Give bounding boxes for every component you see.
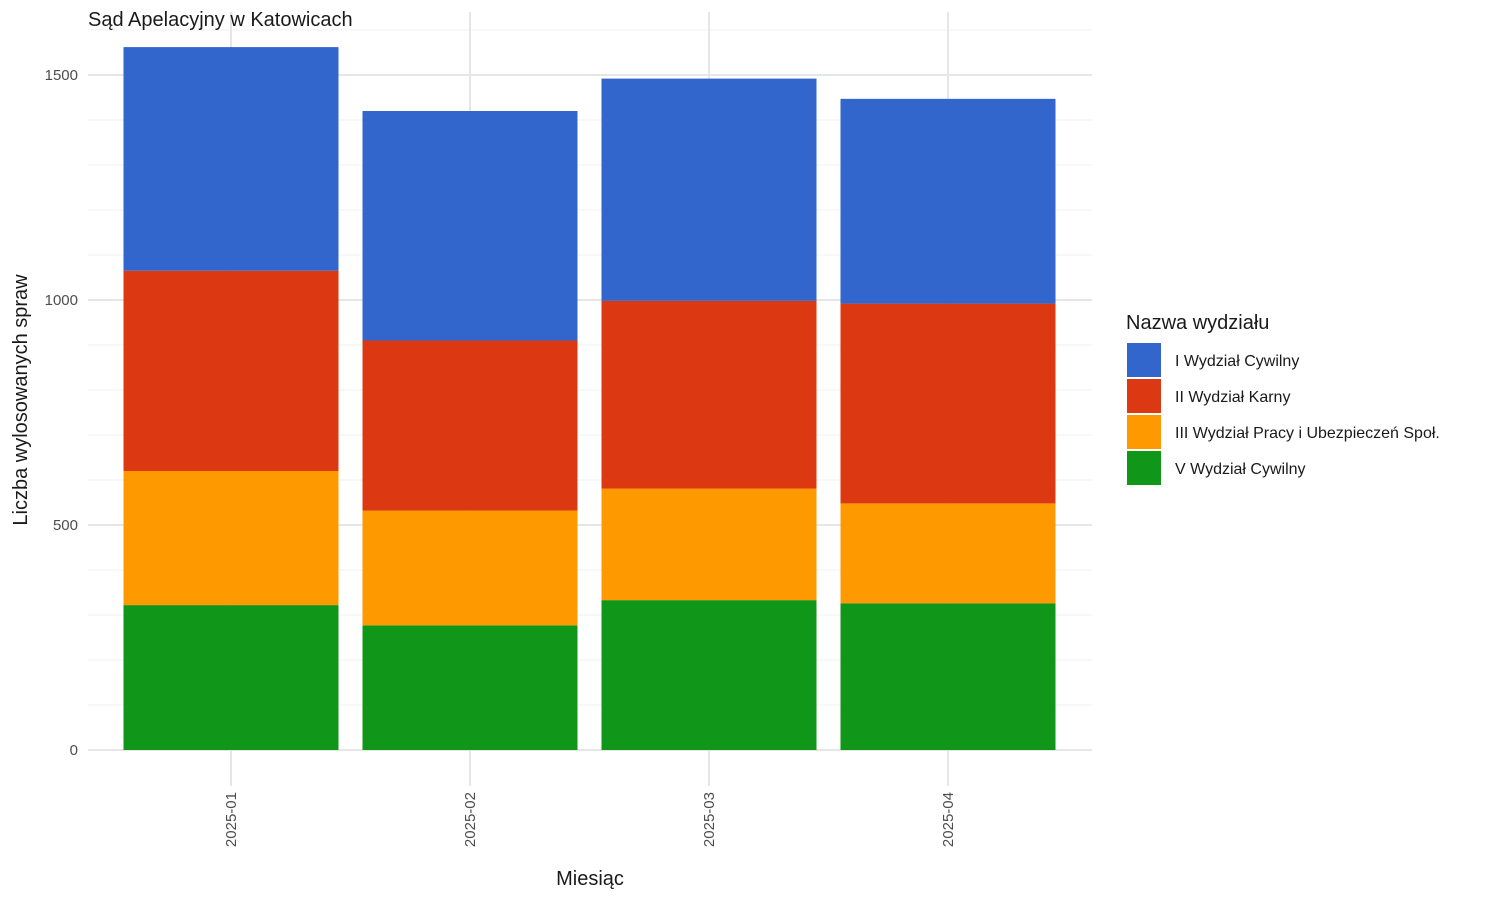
y-axis-title: Liczba wylosowanych spraw (10, 274, 32, 526)
bar-segment (840, 603, 1056, 750)
bar-segment (123, 47, 339, 271)
legend-label: I Wydział Cywilny (1175, 353, 1299, 370)
y-tick-label: 1000 (45, 292, 78, 309)
bar-segment (601, 600, 817, 750)
x-tick-label: 2025-03 (701, 792, 718, 847)
chart-title: Sąd Apelacyjny w Katowicach (88, 9, 353, 31)
legend-label: III Wydział Pracy i Ubezpieczeń Społ. (1175, 425, 1440, 442)
bar-segment (601, 488, 817, 601)
legend-title: Nazwa wydziału (1126, 312, 1269, 334)
y-tick-label: 500 (53, 517, 78, 534)
x-tick-label: 2025-02 (462, 792, 479, 847)
bars (123, 47, 1056, 750)
legend-label: V Wydział Cywilny (1175, 461, 1306, 478)
x-tick-label: 2025-04 (940, 792, 957, 847)
bar-segment (840, 98, 1056, 304)
legend-swatch (1127, 415, 1161, 449)
bar-segment (123, 605, 339, 750)
bar-segment (840, 303, 1056, 504)
bar-segment (123, 471, 339, 606)
bar-segment (362, 340, 578, 511)
x-axis-title: Miesiąc (556, 868, 624, 890)
legend-swatch (1127, 451, 1161, 485)
y-axis-ticks: 0 500 1000 1500 (45, 67, 78, 759)
bar-segment (362, 111, 578, 341)
x-tick-label: 2025-01 (223, 792, 240, 847)
bar-segment (123, 270, 339, 471)
legend: Nazwa wydziału I Wydział Cywilny II Wydzi… (1126, 312, 1440, 485)
bar-segment (601, 300, 817, 489)
legend-label: II Wydział Karny (1175, 389, 1290, 406)
bar-segment (362, 510, 578, 626)
bar-segment (840, 503, 1056, 604)
y-tick-label: 1500 (45, 67, 78, 84)
legend-swatch (1127, 379, 1161, 413)
bar-segment (601, 78, 817, 301)
bar-segment (362, 625, 578, 750)
x-axis-ticks: 2025-01 2025-02 2025-03 2025-04 (223, 792, 957, 847)
legend-swatch (1127, 343, 1161, 377)
y-tick-label: 0 (70, 742, 78, 759)
